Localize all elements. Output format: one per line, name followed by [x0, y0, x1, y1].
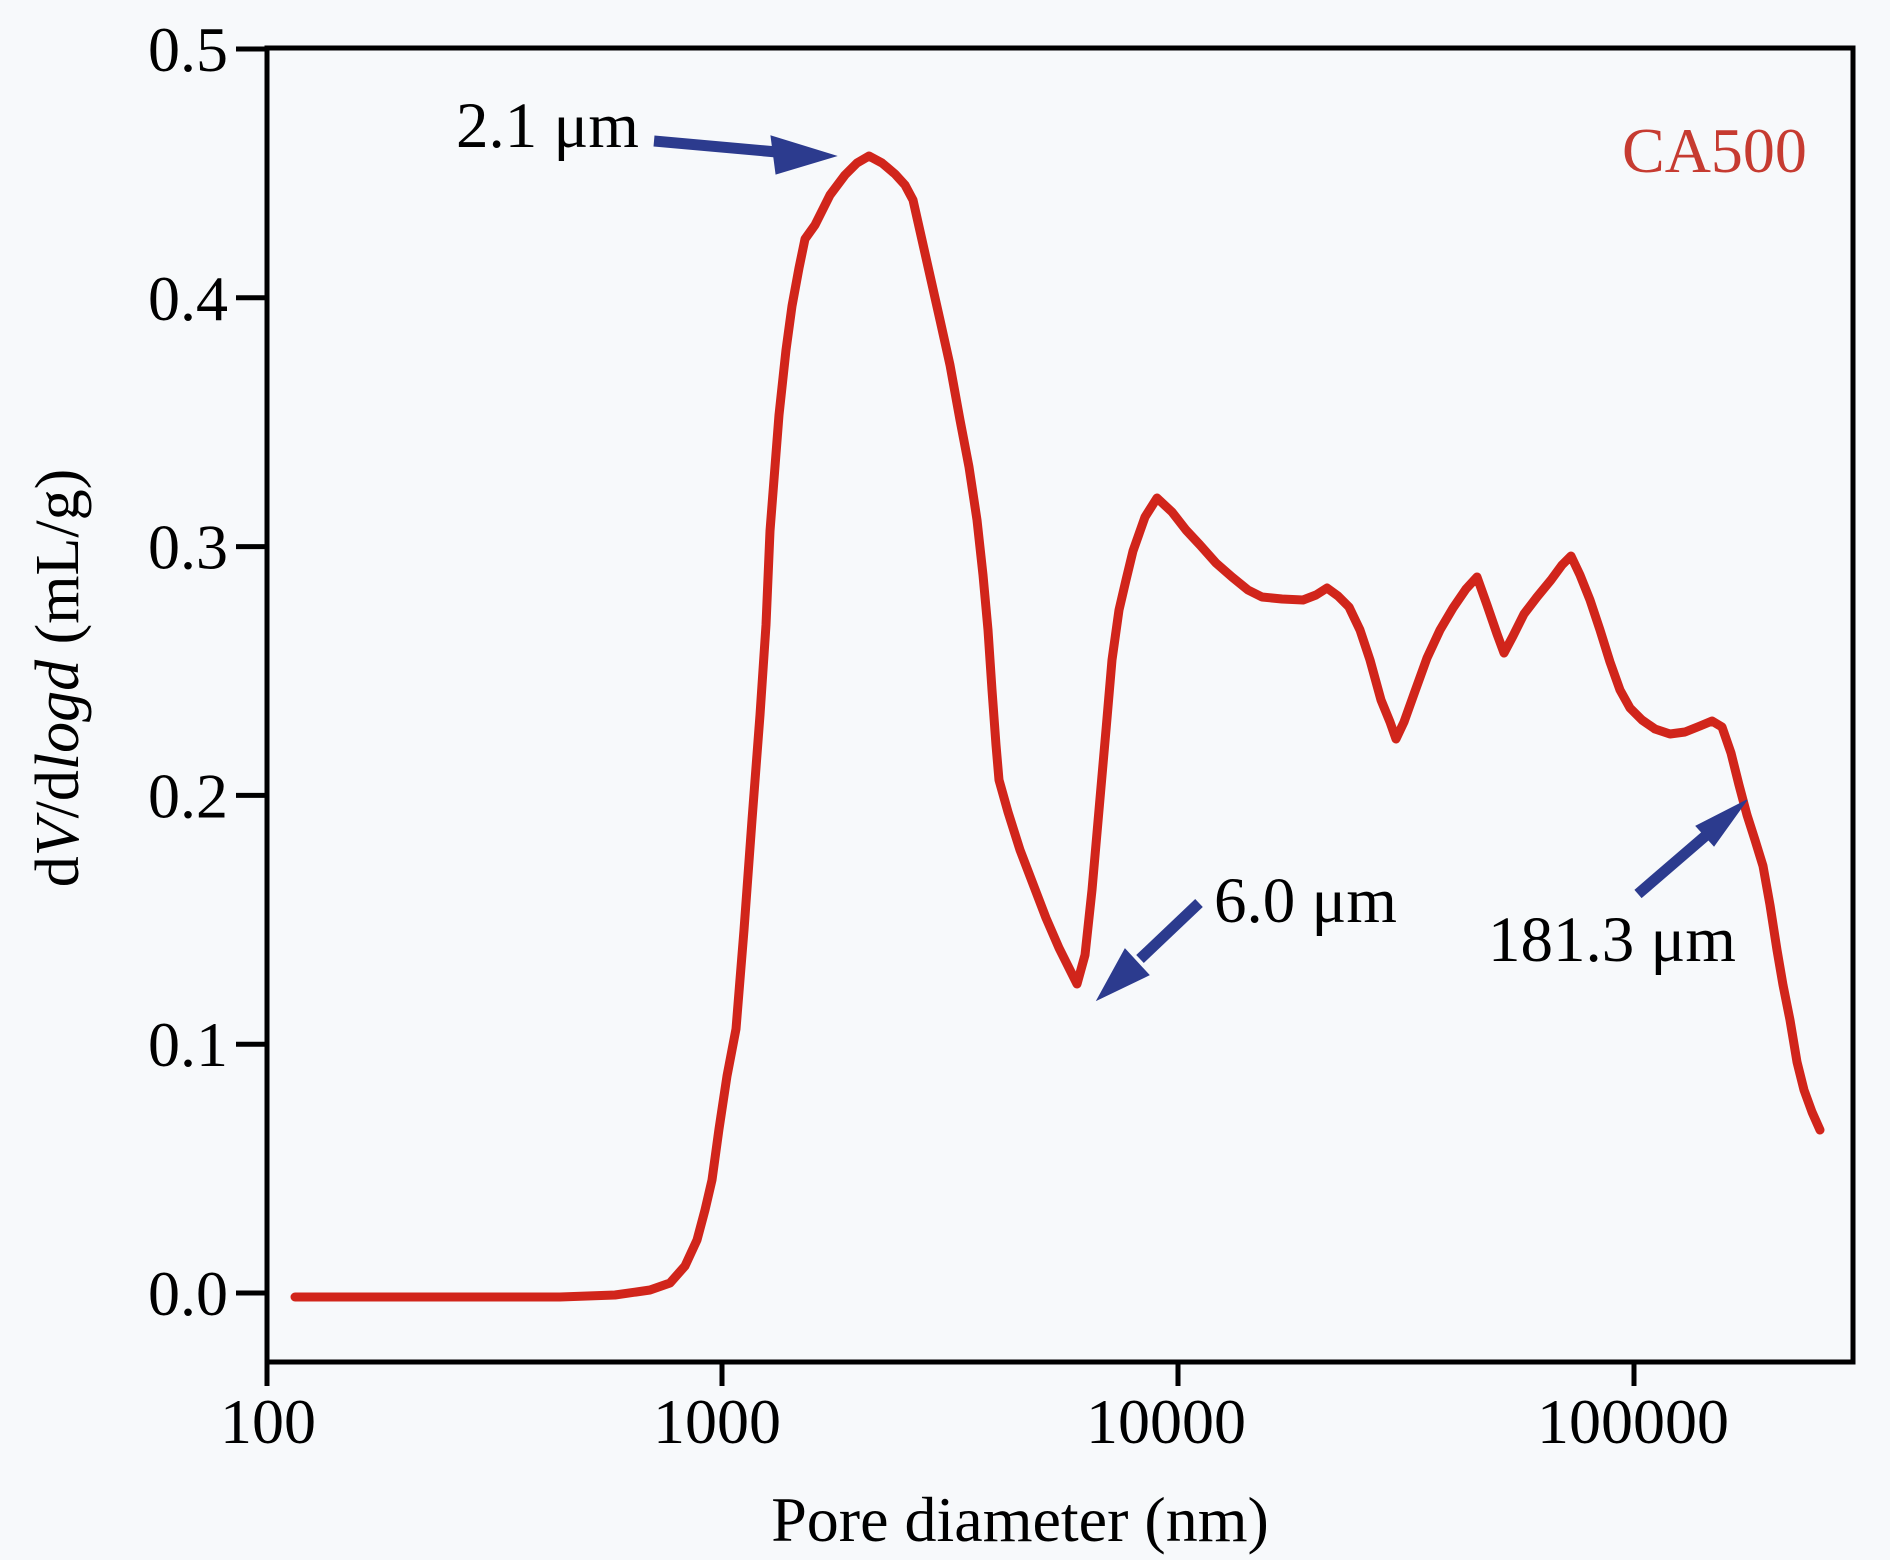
svg-text:0.4: 0.4 — [148, 263, 228, 334]
svg-text:100000: 100000 — [1537, 1386, 1729, 1457]
svg-text:0.5: 0.5 — [148, 14, 228, 85]
svg-text:Pore diameter (nm): Pore diameter (nm) — [771, 1484, 1269, 1555]
svg-text:dV/dlogd (mL/g): dV/dlogd (mL/g) — [24, 469, 92, 887]
svg-text:2.1 μm: 2.1 μm — [456, 90, 639, 162]
svg-text:0.2: 0.2 — [148, 760, 228, 831]
svg-text:1000: 1000 — [653, 1386, 781, 1457]
svg-text:0.1: 0.1 — [148, 1009, 228, 1080]
svg-text:10000: 10000 — [1086, 1386, 1246, 1457]
svg-text:CA500: CA500 — [1622, 115, 1807, 186]
svg-text:0.0: 0.0 — [148, 1258, 228, 1329]
svg-text:100: 100 — [220, 1386, 316, 1457]
svg-text:6.0 μm: 6.0 μm — [1214, 865, 1397, 937]
svg-text:0.3: 0.3 — [148, 512, 228, 583]
svg-text:181.3 μm: 181.3 μm — [1488, 904, 1736, 976]
